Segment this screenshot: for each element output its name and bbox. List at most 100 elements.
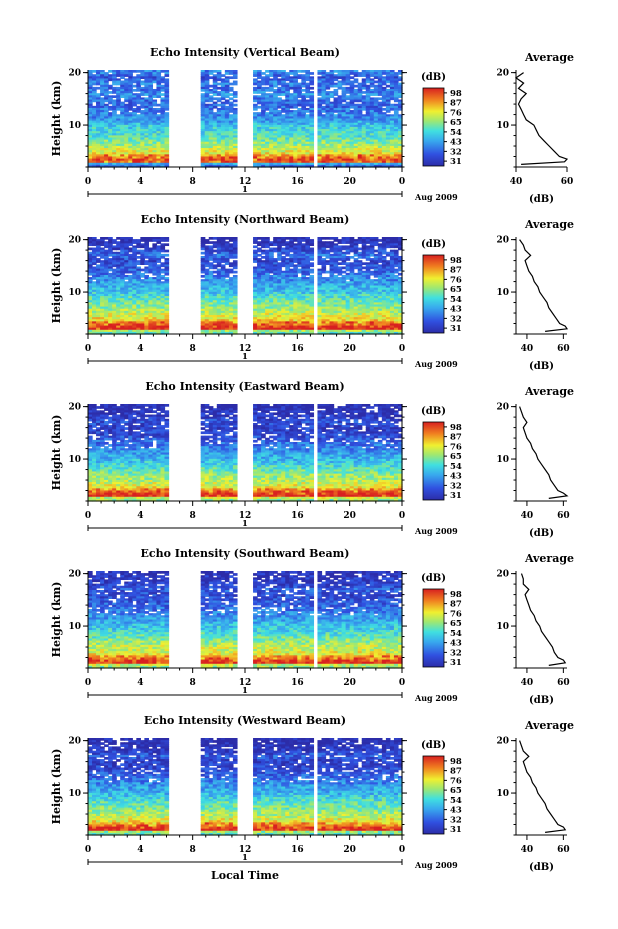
heatmap-cell: [208, 329, 214, 333]
heatmap-cell: [212, 241, 218, 244]
heatmap-cell: [96, 274, 101, 278]
heatmap-cell: [216, 279, 222, 282]
heatmap-cell: [377, 114, 383, 117]
heatmap-cell: [92, 300, 97, 303]
heatmap-cell: [112, 268, 117, 272]
heatmap-cell: [148, 86, 154, 90]
heatmap-cell: [224, 293, 230, 297]
heatmap-cell: [148, 317, 154, 320]
heatmap-cell: [112, 145, 117, 149]
heatmap-cell: [345, 88, 351, 92]
heatmap-cell: [385, 99, 391, 103]
heatmap-cell: [156, 315, 162, 318]
heatmap-cell: [389, 137, 395, 141]
heatmap-cell: [228, 285, 234, 289]
heatmap-cell: [120, 156, 125, 160]
heatmap-cell: [112, 76, 117, 80]
heatmap-cell: [160, 101, 166, 105]
heatmap-cell: [317, 72, 323, 75]
heatmap-cell: [208, 131, 214, 134]
heatmap-cell: [204, 319, 210, 322]
heatmap-cell: [381, 150, 387, 153]
heatmap-cell: [289, 131, 294, 134]
heatmap-cell: [212, 249, 218, 253]
heatmap-cell: [120, 141, 125, 145]
heatmap-cell: [317, 99, 323, 103]
heatmap-cell: [120, 74, 125, 77]
heatmap-cell: [333, 150, 339, 153]
heatmap-cell: [108, 327, 113, 331]
heatmap-cell: [345, 160, 351, 164]
heatmap-cell: [100, 315, 105, 318]
heatmap-cell: [96, 300, 101, 303]
heatmap-cell: [377, 82, 383, 86]
heatmap-cell: [265, 152, 270, 155]
heatmap-cell: [136, 262, 141, 266]
heatmap-cell: [321, 72, 327, 75]
heatmap-cell: [329, 101, 335, 105]
heatmap-cell: [289, 133, 294, 136]
heatmap-cell: [232, 148, 238, 151]
heatmap-cell: [325, 107, 331, 111]
heatmap-cell: [104, 164, 109, 168]
heatmap-cell: [120, 270, 125, 274]
heatmap-cell: [132, 156, 137, 160]
heatmap-cell: [136, 143, 141, 147]
heatmap-cell: [345, 101, 351, 105]
heatmap-cell: [341, 86, 347, 90]
heatmap-cell: [200, 251, 206, 255]
heatmap-cell: [341, 137, 347, 141]
heatmap-cell: [104, 293, 109, 297]
heatmap-cell: [216, 331, 222, 335]
heatmap-cell: [144, 249, 149, 253]
heatmap-cell: [293, 126, 298, 130]
heatmap-cell: [140, 253, 145, 257]
heatmap-cell: [325, 245, 331, 249]
heatmap-cell: [216, 239, 222, 242]
heatmap-cell: [265, 296, 270, 299]
heatmap-cell: [108, 268, 113, 272]
heatmap-cell: [132, 95, 137, 99]
heatmap-cell: [357, 143, 363, 147]
heatmap-cell: [92, 255, 97, 259]
heatmap-cell: [269, 306, 274, 310]
heatmap-cell: [381, 148, 387, 151]
heatmap-cell: [200, 331, 206, 335]
heatmap-cell: [261, 298, 266, 301]
heatmap-cell: [220, 245, 226, 249]
heatmap-cell: [160, 304, 166, 308]
heatmap-cell: [100, 270, 105, 274]
heatmap-cell: [349, 164, 355, 168]
heatmap-cell: [88, 319, 93, 322]
heatmap-cell: [253, 298, 258, 301]
heatmap-cell: [253, 124, 258, 128]
heatmap-cell: [253, 266, 258, 270]
heatmap-cell: [136, 243, 141, 247]
heatmap-cell: [232, 289, 238, 293]
heatmap-cell: [273, 247, 278, 251]
heatmap-cell: [140, 124, 145, 128]
heatmap-cell: [164, 327, 170, 331]
heatmap-cell: [285, 145, 290, 149]
heatmap-cell: [128, 329, 133, 333]
heatmap-cell: [120, 260, 125, 263]
heatmap-cell: [309, 148, 315, 151]
heatmap-cell: [200, 237, 206, 240]
heatmap-cell: [204, 78, 210, 82]
heatmap-cell: [100, 243, 105, 247]
heatmap-cell: [104, 243, 109, 247]
heatmap-cell: [140, 126, 145, 130]
heatmap-cell: [212, 323, 218, 327]
colorbar-tick-label: 43: [450, 138, 462, 148]
heatmap-cell: [349, 126, 355, 130]
heatmap-cell: [389, 103, 395, 107]
heatmap-cell: [88, 317, 93, 320]
heatmap-cell: [200, 145, 206, 149]
heatmap-cell: [341, 95, 347, 99]
x-tick-label: 0: [85, 177, 91, 187]
heatmap-cell: [353, 154, 359, 158]
heatmap-cell: [228, 141, 234, 145]
heatmap-cell: [228, 152, 234, 155]
heatmap-cell: [232, 237, 238, 240]
heatmap-cell: [373, 70, 379, 73]
